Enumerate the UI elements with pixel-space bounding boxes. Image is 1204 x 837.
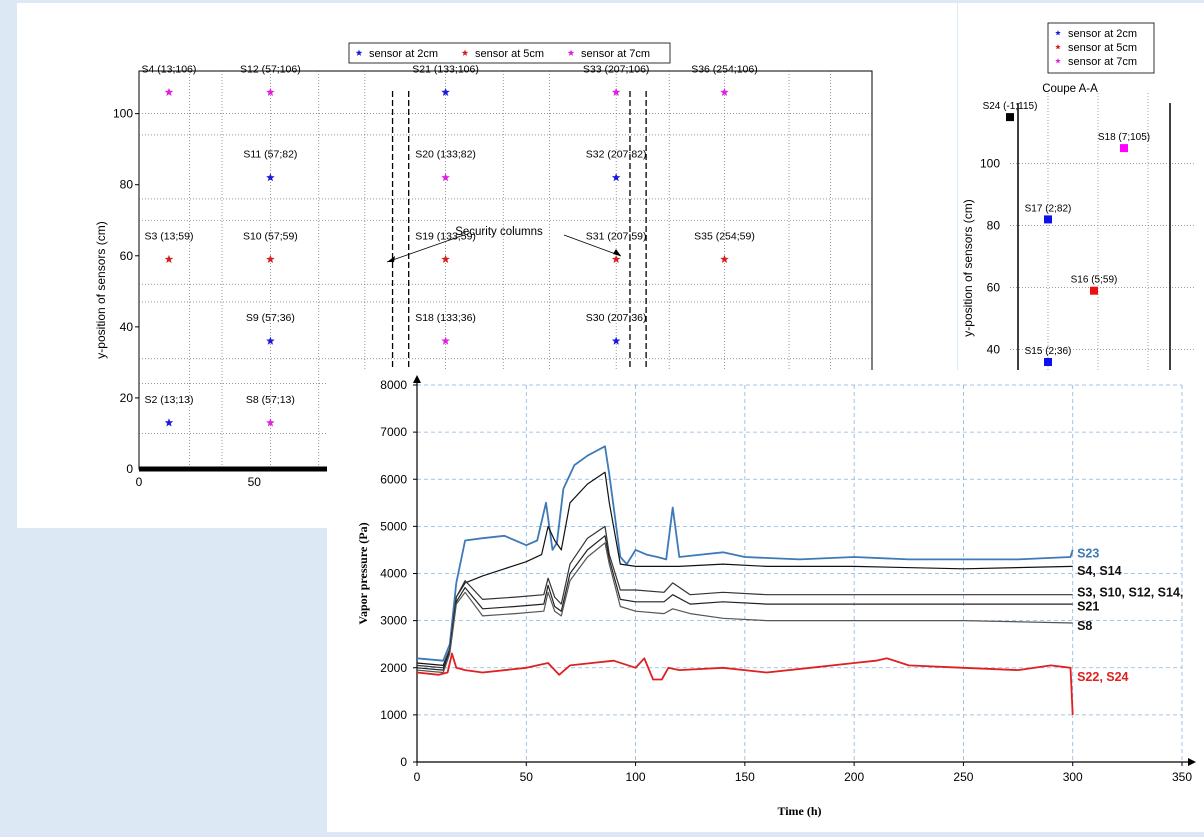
series-label: S4, S14 [1077,564,1122,578]
sensor-label: S15 (2;36) [1025,346,1072,357]
sensor-label: S36 (254;106) [691,63,758,75]
y-axis-label: y-position of sensors (cm) [961,199,975,336]
sensor-label: S35 (254;59) [694,230,755,242]
y-tick-label: 20 [120,391,134,405]
x-tick-label: 50 [520,770,534,784]
sensor-label: S18 (133;36) [415,312,476,324]
x-tick-label: 250 [953,770,973,784]
sensor-label: S20 (133;82) [415,149,476,161]
y-tick-label: 1000 [380,708,407,722]
sensor-marker [1120,144,1128,152]
sensor-label: S3 (13;59) [144,230,193,242]
sensor-label: S24 (-1;115) [983,101,1038,112]
y-tick-label: 100 [113,107,133,121]
sensor-marker [1044,215,1052,223]
y-tick-label: 3000 [380,614,407,628]
section-aa-chart: 40 60 80 100 y-position of sensors (cm) Coupe… [958,3,1204,373]
vapor-pressure-panel: 0 1000 2000 3000 4000 5000 6000 7000 8000 0 50 100 1… [327,370,1204,832]
sensor-marker [1044,358,1052,366]
x-axis-arrow [1188,758,1196,766]
series-label: S23 [1077,546,1099,560]
y-tick-label: 40 [987,343,1001,357]
sensor-label: S18 (7;105) [1098,132,1150,143]
sensor-label: S19 (133;59) [415,230,476,242]
y-axis-arrow [413,375,421,383]
series-label: S8 [1077,619,1092,633]
y-tick-label: 60 [987,281,1001,295]
series-label: S22, S24 [1077,670,1128,684]
y-tick-label: 0 [400,755,407,769]
sensor-label: S32 (207;82) [586,149,647,161]
vapor-pressure-chart: 0 1000 2000 3000 4000 5000 6000 7000 8000 0 50 100 1… [327,370,1204,832]
sensor-label: S17 (2;82) [1025,203,1072,214]
y-tick-label: 4000 [380,567,407,581]
legend-label: sensor at 7cm [581,48,650,60]
sensor-label: S11 (57;82) [243,149,297,161]
x-axis-label: Time (h) [777,804,821,818]
y-tick-label: 0 [126,462,133,476]
sensor-label: S33 (207;106) [583,63,650,75]
x-tick-label: 0 [414,770,421,784]
y-tick-label: 40 [120,320,134,334]
series-label: S21 [1077,599,1099,613]
y-tick-label: 80 [987,219,1001,233]
y-tick-label: 80 [120,178,134,192]
sensor-label: S4 (13;106) [142,63,197,75]
x-tick-label: 200 [844,770,864,784]
y-tick-label: 7000 [380,425,407,439]
x-tick-label: 300 [1063,770,1083,784]
sensor-label: S9 (57;36) [246,312,295,324]
y-axis-label: y-position of sensors (cm) [94,221,108,358]
sensor-label: S31 (207;59) [586,230,647,242]
sensor-label: S10 (57;59) [243,230,298,242]
x-tick-label: 50 [248,475,262,489]
y-tick-label: 2000 [380,661,407,675]
chart-title: Coupe A-A [1042,83,1098,95]
legend-label: sensor at 2cm [1068,28,1137,40]
y-tick-label: 100 [980,157,1000,171]
x-tick-label: 150 [735,770,755,784]
sensor-label: S2 (13;13) [144,394,193,406]
sensor-label: S30 (207;36) [586,312,647,324]
sensor-marker [1006,113,1014,121]
sensor-label: S21 (133;106) [412,63,479,75]
x-tick-label: 350 [1172,770,1192,784]
legend-label: sensor at 5cm [475,48,544,60]
legend: sensor at 2cm sensor at 5cm sensor at 7cm [1048,23,1154,73]
sensor-label: S12 (57;106) [240,63,301,75]
sensor-label: S8 (57;13) [246,394,295,406]
sensor-marker [1090,287,1098,295]
y-tick-label: 5000 [380,519,407,533]
y-tick-label: 8000 [380,378,407,392]
legend: sensor at 2cm sensor at 5cm sensor at 7cm [349,43,670,63]
sensor-label: S16 (5;59) [1071,275,1118,286]
x-tick-label: 0 [136,475,143,489]
series-line [417,654,1073,715]
legend-label: sensor at 2cm [369,48,438,60]
y-tick-label: 60 [120,249,134,263]
y-axis-label: Vapor pressure (Pa) [356,522,370,624]
series-label: S3, S10, S12, S14, [1077,585,1183,599]
y-tick-label: 6000 [380,472,407,486]
legend-label: sensor at 5cm [1068,42,1137,54]
legend-label: sensor at 7cm [1068,56,1137,68]
section-aa-panel: 40 60 80 100 y-position of sensors (cm) Coupe… [958,3,1204,373]
x-tick-label: 100 [626,770,646,784]
